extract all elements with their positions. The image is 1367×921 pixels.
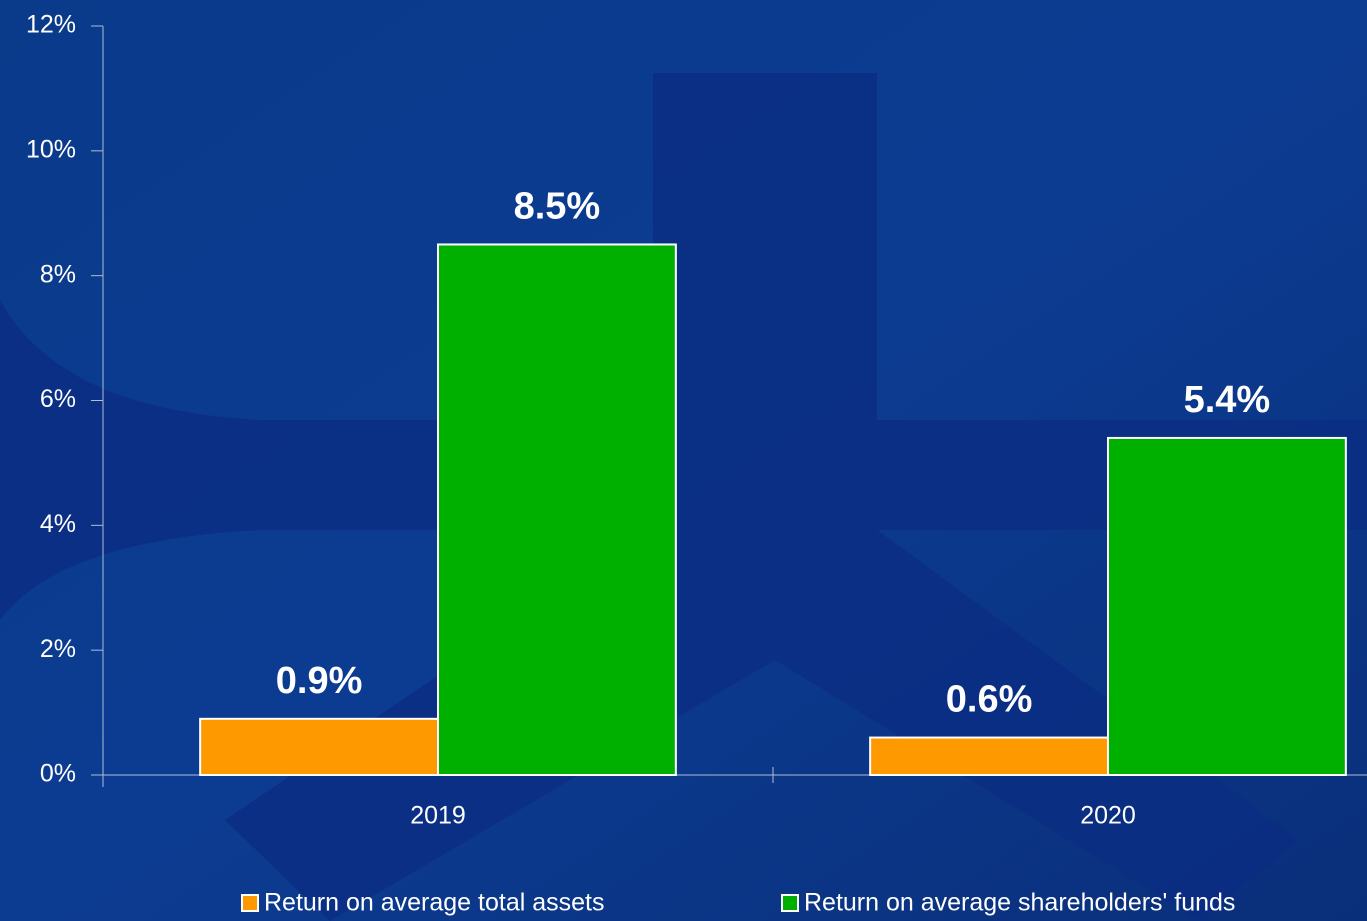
bar: [200, 719, 438, 775]
x-tick-label: 2019: [410, 802, 466, 830]
value-label: 0.9%: [276, 660, 363, 702]
page: 0% 2% 4% 6% 8% 10% 12% 2019 0.9% 8.5% 2020 0.6% 5.4%…: [0, 0, 1367, 921]
legend-label: Return on average total assets: [264, 889, 604, 917]
bar: [438, 244, 676, 775]
y-tick-label: 10%: [26, 135, 76, 163]
legend-label: Return on average shareholders' funds: [804, 889, 1235, 917]
bar: [870, 738, 1108, 775]
y-tick-label: 0%: [40, 760, 76, 788]
value-label: 5.4%: [1184, 379, 1271, 421]
y-tick-label: 2%: [40, 635, 76, 663]
value-label: 8.5%: [514, 185, 601, 227]
y-tick-label: 6%: [40, 385, 76, 413]
y-tick-label: 4%: [40, 510, 76, 538]
y-tick-label: 8%: [40, 260, 76, 288]
chart: 0% 2% 4% 6% 8% 10% 12% 2019 0.9% 8.5% 2020 0.6% 5.4%…: [0, 0, 1367, 921]
x-tick-label: 2020: [1080, 802, 1136, 830]
legend-swatch: [242, 895, 258, 911]
y-tick-label: 12%: [26, 11, 76, 39]
value-label: 0.6%: [946, 679, 1033, 721]
bar: [1108, 438, 1346, 775]
legend-swatch: [782, 895, 798, 911]
